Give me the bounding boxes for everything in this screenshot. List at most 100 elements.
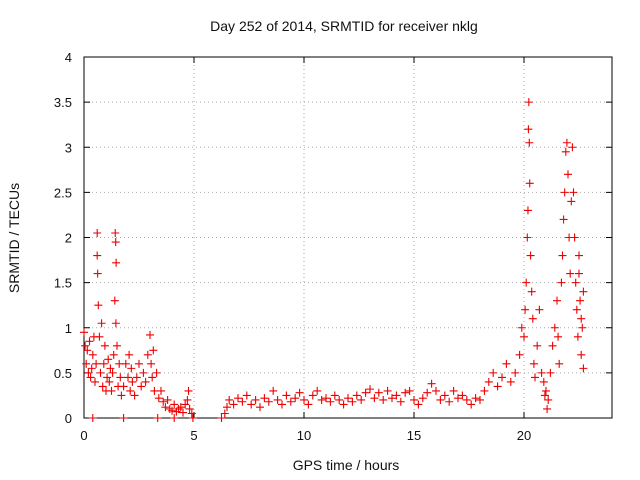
data-point xyxy=(153,414,162,422)
data-point xyxy=(143,350,152,359)
data-point xyxy=(535,305,544,314)
data-point xyxy=(405,386,414,395)
data-point xyxy=(93,228,102,237)
data-point xyxy=(98,382,107,391)
data-point xyxy=(183,395,192,404)
data-point xyxy=(260,394,269,403)
data-point xyxy=(454,394,462,403)
data-point xyxy=(149,346,158,355)
data-point xyxy=(121,359,130,368)
data-point xyxy=(223,403,231,412)
data-point xyxy=(352,391,361,400)
data-point xyxy=(181,400,190,409)
data-point xyxy=(159,397,168,406)
y-tick-label: 2 xyxy=(65,231,72,246)
data-point xyxy=(339,400,348,409)
data-point xyxy=(132,373,141,382)
data-point xyxy=(555,359,564,368)
data-point xyxy=(269,386,278,395)
data-point xyxy=(567,197,576,206)
y-tick-label: 0 xyxy=(65,411,72,426)
y-tick-label: 2.5 xyxy=(54,185,72,200)
data-point xyxy=(286,397,295,406)
data-point xyxy=(108,368,117,377)
data-point xyxy=(295,388,304,397)
data-point xyxy=(529,359,538,368)
data-point xyxy=(526,251,535,260)
data-point xyxy=(82,359,91,368)
data-point xyxy=(525,138,534,147)
data-point xyxy=(106,364,115,373)
data-point xyxy=(517,323,526,332)
data-point xyxy=(187,409,196,418)
data-point xyxy=(539,377,548,386)
data-point xyxy=(111,238,120,247)
data-point xyxy=(572,305,581,314)
data-point xyxy=(291,394,300,403)
data-point xyxy=(104,355,113,364)
data-point xyxy=(168,406,176,415)
data-point xyxy=(128,377,137,386)
data-point xyxy=(540,391,549,400)
data-point xyxy=(157,386,165,395)
data-point xyxy=(113,341,121,350)
data-point xyxy=(147,359,156,368)
data-point xyxy=(116,373,125,382)
data-point xyxy=(308,391,317,400)
data-point xyxy=(533,341,542,350)
data-point xyxy=(498,373,506,382)
data-point xyxy=(256,403,264,412)
data-point xyxy=(96,368,105,377)
data-point xyxy=(427,379,436,388)
data-point xyxy=(366,385,374,394)
data-point xyxy=(562,138,571,147)
data-point xyxy=(544,395,553,404)
data-point xyxy=(220,409,229,418)
data-point xyxy=(273,395,282,404)
data-point xyxy=(317,395,326,404)
data-point xyxy=(135,359,143,368)
data-point xyxy=(436,395,445,404)
data-point xyxy=(357,395,366,404)
data-point xyxy=(440,391,449,400)
data-point xyxy=(523,206,532,215)
data-point xyxy=(527,287,536,296)
data-point xyxy=(571,278,580,287)
data-point xyxy=(370,394,379,403)
axis-ticks: 0 5 10 15 20 0 0.5 1 1.5 2 2.5 3 3.5 4 xyxy=(54,50,612,443)
data-point xyxy=(139,368,148,377)
data-point xyxy=(414,400,423,409)
data-point xyxy=(87,364,96,373)
y-tick-label: 3.5 xyxy=(54,95,72,110)
data-point xyxy=(418,394,427,403)
data-point xyxy=(511,368,520,377)
data-point xyxy=(557,278,566,287)
data-point xyxy=(170,414,179,422)
data-point xyxy=(278,400,286,409)
data-point xyxy=(573,332,582,341)
data-point xyxy=(348,397,357,406)
data-point xyxy=(152,368,161,377)
data-point xyxy=(107,386,116,395)
data-point xyxy=(570,233,579,242)
data-point xyxy=(170,400,179,409)
data-point xyxy=(575,269,583,278)
data-point xyxy=(493,382,502,391)
data-point xyxy=(550,323,559,332)
data-point xyxy=(484,377,493,386)
data-point xyxy=(88,350,97,359)
data-point xyxy=(560,188,569,197)
data-point xyxy=(111,228,120,237)
data-point xyxy=(88,414,97,422)
data-point xyxy=(537,368,546,377)
data-point xyxy=(561,147,570,156)
data-point xyxy=(445,397,454,406)
data-point xyxy=(103,373,112,382)
data-point xyxy=(525,179,534,188)
data-point xyxy=(93,269,102,278)
data-point xyxy=(105,377,114,386)
y-tick-label: 0.5 xyxy=(54,366,72,381)
grid-lines xyxy=(84,57,612,418)
data-point xyxy=(432,386,440,395)
data-point xyxy=(148,373,157,382)
